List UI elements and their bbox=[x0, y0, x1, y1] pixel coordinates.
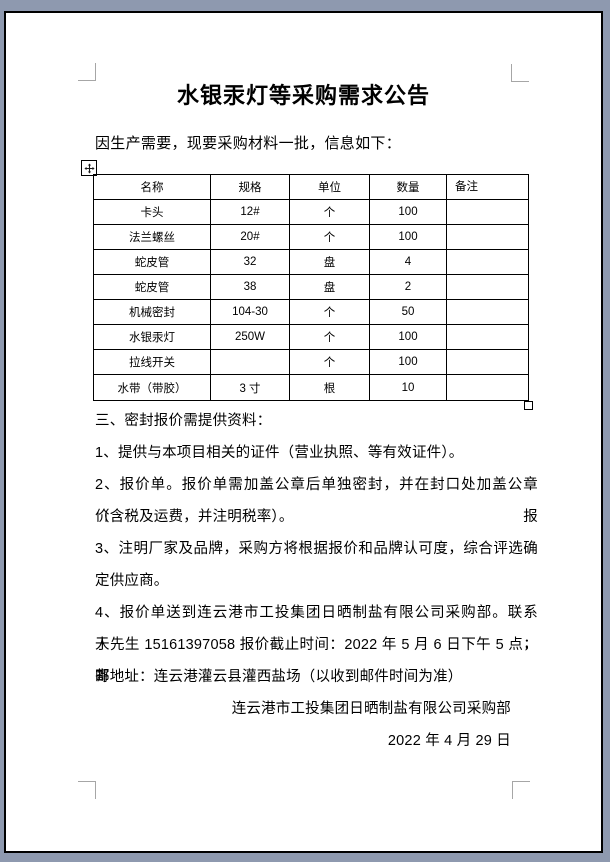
cell-unit[interactable]: 个 bbox=[289, 349, 370, 375]
cell-qty[interactable]: 100 bbox=[369, 199, 447, 225]
cell-remark[interactable] bbox=[446, 224, 529, 250]
move-cross-icon bbox=[83, 162, 95, 174]
header-qty[interactable]: 数量 bbox=[369, 174, 447, 200]
cell-unit[interactable]: 个 bbox=[289, 199, 370, 225]
cell-qty[interactable]: 10 bbox=[369, 374, 447, 401]
cell-qty[interactable]: 100 bbox=[369, 349, 447, 375]
body-line: 定供应商。 bbox=[95, 573, 169, 589]
body-line: 于先生 15161397058 报价截止时间：2022 年 5 月 6 日下午 … bbox=[95, 637, 538, 685]
cell-remark[interactable] bbox=[446, 199, 529, 225]
cell-spec[interactable] bbox=[210, 349, 290, 375]
cell-remark[interactable] bbox=[446, 374, 529, 401]
cell-remark[interactable] bbox=[446, 274, 529, 300]
header-name[interactable]: 名称 bbox=[93, 174, 211, 200]
cell-unit[interactable]: 根 bbox=[289, 374, 370, 401]
document-body: 三、密封报价需提供资料： 1、提供与本项目相关的证件（营业执照、等有效证件）。 … bbox=[95, 405, 538, 757]
text-boundary-mark-bottom-left bbox=[78, 781, 96, 799]
cell-spec[interactable]: 20# bbox=[210, 224, 290, 250]
cell-spec[interactable]: 38 bbox=[210, 274, 290, 300]
table-move-handle[interactable] bbox=[81, 160, 97, 176]
header-remark[interactable]: 备注 bbox=[446, 174, 529, 200]
cell-name[interactable]: 蛇皮管 bbox=[93, 249, 211, 275]
cell-remark[interactable] bbox=[446, 249, 529, 275]
cell-qty[interactable]: 50 bbox=[369, 299, 447, 325]
cell-unit[interactable]: 盘 bbox=[289, 249, 370, 275]
body-line: 2、报价单。报价单需加盖公章后单独密封，并在封口处加盖公章（报 bbox=[95, 477, 538, 525]
cell-spec[interactable]: 12# bbox=[210, 199, 290, 225]
table-resize-handle[interactable] bbox=[524, 401, 533, 410]
cell-qty[interactable]: 100 bbox=[369, 224, 447, 250]
table-row: 水带（带胶） 3 寸 根 10 bbox=[93, 374, 529, 401]
table-row: 卡头 12# 个 100 bbox=[93, 199, 529, 225]
body-line: 寄地址：连云港灌云县灌西盐场（以收到邮件时间为准） bbox=[95, 669, 463, 685]
cell-name[interactable]: 卡头 bbox=[93, 199, 211, 225]
intro-paragraph: 因生产需要，现要采购材料一批，信息如下： bbox=[95, 135, 402, 152]
table-row: 机械密封 104-30 个 50 bbox=[93, 299, 529, 325]
body-line: 3、注明厂家及品牌，采购方将根据报价和品牌认可度，综合评选确 bbox=[95, 541, 538, 557]
table-header-row: 名称 规格 单位 数量 备注 bbox=[93, 174, 529, 200]
body-line: 4、报价单送到连云港市工投集团日晒制盐有限公司采购部。联系人： bbox=[95, 605, 538, 653]
table-row: 蛇皮管 32 盘 4 bbox=[93, 249, 529, 275]
body-line: 价含税及运费，并注明税率）。 bbox=[95, 509, 294, 525]
procurement-table: 名称 规格 单位 数量 备注 卡头 12# 个 100 法兰螺丝 20# 个 1… bbox=[93, 174, 529, 401]
cell-spec[interactable]: 104-30 bbox=[210, 299, 290, 325]
cell-spec[interactable]: 3 寸 bbox=[210, 374, 290, 401]
cell-unit[interactable]: 个 bbox=[289, 224, 370, 250]
cell-remark[interactable] bbox=[446, 299, 529, 325]
cell-name[interactable]: 拉线开关 bbox=[93, 349, 211, 375]
cell-name[interactable]: 机械密封 bbox=[93, 299, 211, 325]
text-boundary-mark-top-right bbox=[511, 64, 529, 82]
cell-name[interactable]: 法兰螺丝 bbox=[93, 224, 211, 250]
text-boundary-mark-top-left bbox=[78, 63, 96, 81]
signature-line: 连云港市工投集团日晒制盐有限公司采购部 bbox=[231, 701, 511, 717]
body-line: 三、密封报价需提供资料： bbox=[95, 413, 272, 429]
table-row: 蛇皮管 38 盘 2 bbox=[93, 274, 529, 300]
cell-name[interactable]: 水银汞灯 bbox=[93, 324, 211, 350]
cell-name[interactable]: 水带（带胶） bbox=[93, 374, 211, 401]
document-title: 水银汞灯等采购需求公告 bbox=[176, 83, 430, 108]
date-line: 2022 年 4 月 29 日 bbox=[387, 733, 511, 749]
header-spec[interactable]: 规格 bbox=[210, 174, 290, 200]
cell-qty[interactable]: 100 bbox=[369, 324, 447, 350]
cell-spec[interactable]: 32 bbox=[210, 249, 290, 275]
document-page: 水银汞灯等采购需求公告 因生产需要，现要采购材料一批，信息如下： 名称 规格 单… bbox=[4, 11, 603, 853]
table-row: 拉线开关 个 100 bbox=[93, 349, 529, 375]
table-row: 水银汞灯 250W 个 100 bbox=[93, 324, 529, 350]
cell-name[interactable]: 蛇皮管 bbox=[93, 274, 211, 300]
body-line: 1、提供与本项目相关的证件（营业执照、等有效证件）。 bbox=[95, 445, 464, 461]
cell-unit[interactable]: 个 bbox=[289, 299, 370, 325]
cell-qty[interactable]: 2 bbox=[369, 274, 447, 300]
cell-unit[interactable]: 个 bbox=[289, 324, 370, 350]
table-row: 法兰螺丝 20# 个 100 bbox=[93, 224, 529, 250]
cell-spec[interactable]: 250W bbox=[210, 324, 290, 350]
cell-unit[interactable]: 盘 bbox=[289, 274, 370, 300]
header-unit[interactable]: 单位 bbox=[289, 174, 370, 200]
cell-remark[interactable] bbox=[446, 349, 529, 375]
text-boundary-mark-bottom-right bbox=[512, 781, 530, 799]
cell-qty[interactable]: 4 bbox=[369, 249, 447, 275]
cell-remark[interactable] bbox=[446, 324, 529, 350]
